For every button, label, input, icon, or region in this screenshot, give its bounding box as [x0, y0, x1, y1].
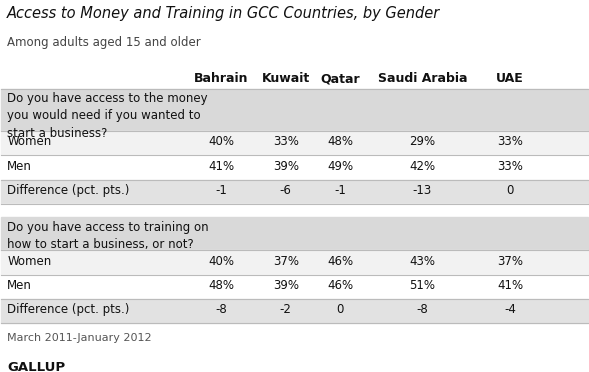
- Bar: [1, 275, 588, 299]
- Text: -1: -1: [335, 184, 346, 197]
- Text: Do you have access to training on
how to start a business, or not?: Do you have access to training on how to…: [7, 221, 209, 251]
- Text: 46%: 46%: [327, 279, 353, 292]
- Text: 33%: 33%: [497, 135, 523, 148]
- Text: 33%: 33%: [497, 160, 523, 173]
- Text: 29%: 29%: [409, 135, 435, 148]
- Text: March 2011-January 2012: March 2011-January 2012: [7, 333, 152, 343]
- Text: 41%: 41%: [497, 279, 523, 292]
- Text: Saudi Arabia: Saudi Arabia: [378, 72, 467, 85]
- Text: Difference (pct. pts.): Difference (pct. pts.): [7, 303, 130, 316]
- Text: Qatar: Qatar: [320, 72, 360, 85]
- Text: 46%: 46%: [327, 254, 353, 267]
- Bar: [1, 155, 588, 180]
- Text: UAE: UAE: [497, 72, 524, 85]
- Text: -6: -6: [280, 184, 292, 197]
- Text: 0: 0: [336, 303, 344, 316]
- Text: 37%: 37%: [273, 254, 299, 267]
- Text: 41%: 41%: [208, 160, 234, 173]
- Text: 48%: 48%: [327, 135, 353, 148]
- Text: 0: 0: [507, 184, 514, 197]
- Text: Women: Women: [7, 254, 51, 267]
- Bar: [1, 250, 588, 275]
- Bar: [1, 70, 588, 89]
- Text: 49%: 49%: [327, 160, 353, 173]
- Text: Access to Money and Training in GCC Countries, by Gender: Access to Money and Training in GCC Coun…: [7, 6, 441, 21]
- Text: 42%: 42%: [409, 160, 435, 173]
- Text: 40%: 40%: [209, 254, 234, 267]
- Bar: [1, 131, 588, 155]
- Text: 39%: 39%: [273, 160, 299, 173]
- Text: Men: Men: [7, 279, 32, 292]
- Text: -8: -8: [216, 303, 227, 316]
- Bar: [1, 217, 588, 250]
- Text: 48%: 48%: [209, 279, 234, 292]
- Text: Among adults aged 15 and older: Among adults aged 15 and older: [7, 36, 201, 49]
- Text: 37%: 37%: [497, 254, 523, 267]
- Text: GALLUP: GALLUP: [7, 361, 65, 372]
- Bar: [1, 299, 588, 323]
- Bar: [1, 89, 588, 131]
- Text: Men: Men: [7, 160, 32, 173]
- Text: Do you have access to the money
you would need if you wanted to
start a business: Do you have access to the money you woul…: [7, 92, 208, 140]
- Text: Kuwait: Kuwait: [262, 72, 310, 85]
- Text: -13: -13: [413, 184, 432, 197]
- Text: Women: Women: [7, 135, 51, 148]
- Text: 39%: 39%: [273, 279, 299, 292]
- Text: -4: -4: [504, 303, 516, 316]
- Bar: [1, 204, 588, 217]
- Text: 33%: 33%: [273, 135, 299, 148]
- Text: Bahrain: Bahrain: [194, 72, 249, 85]
- Text: -8: -8: [416, 303, 428, 316]
- Text: 43%: 43%: [409, 254, 435, 267]
- Text: 40%: 40%: [209, 135, 234, 148]
- Text: 51%: 51%: [409, 279, 435, 292]
- Text: Difference (pct. pts.): Difference (pct. pts.): [7, 184, 130, 197]
- Text: -2: -2: [280, 303, 292, 316]
- Text: -1: -1: [216, 184, 227, 197]
- Bar: [1, 180, 588, 204]
